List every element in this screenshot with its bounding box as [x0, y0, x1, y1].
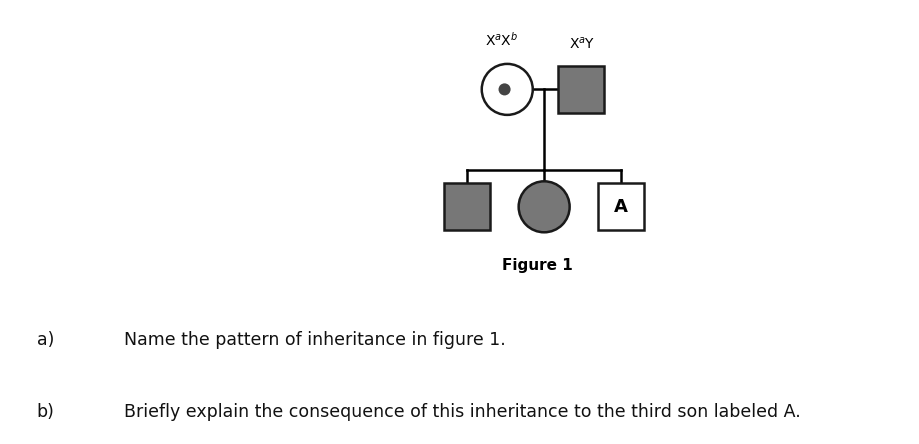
Circle shape — [482, 64, 532, 115]
Circle shape — [498, 83, 510, 95]
Text: b): b) — [37, 403, 54, 421]
Bar — [444, 183, 489, 230]
Text: Figure 1: Figure 1 — [502, 258, 573, 273]
Text: Briefly explain the consequence of this inheritance to the third son labeled A.: Briefly explain the consequence of this … — [124, 403, 800, 421]
Text: X$^a$X$^b$: X$^a$X$^b$ — [484, 31, 518, 49]
Text: A: A — [614, 198, 628, 216]
Text: X$^a$Y: X$^a$Y — [569, 35, 595, 51]
Circle shape — [518, 181, 569, 232]
Text: a): a) — [37, 331, 54, 349]
Bar — [558, 66, 603, 113]
Text: Name the pattern of inheritance in figure 1.: Name the pattern of inheritance in figur… — [124, 331, 505, 349]
Bar — [598, 183, 643, 230]
